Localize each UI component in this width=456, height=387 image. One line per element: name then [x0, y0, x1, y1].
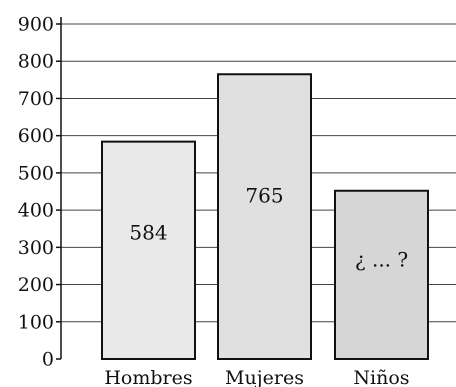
y-tick-label-900: 900	[18, 14, 54, 36]
y-tick-labels: 0 100 200 300 400 500 600 700 800 900	[18, 14, 54, 371]
bars	[101, 73, 429, 360]
bar-value-label-0: 584	[129, 220, 167, 244]
y-tick-label-500: 500	[18, 162, 54, 184]
bar-value-labels: 584 765 ¿ ... ?	[129, 183, 408, 271]
y-tick-label-100: 100	[18, 311, 54, 333]
y-tick-label-700: 700	[18, 88, 54, 110]
category-label-1: Mujeres	[225, 367, 304, 387]
y-tick-label-600: 600	[18, 125, 54, 147]
category-label-2: Niños	[353, 367, 409, 387]
bar-hombres	[101, 140, 196, 360]
y-tick-label-200: 200	[18, 274, 54, 296]
category-label-0: Hombres	[104, 367, 192, 387]
x-category-labels: Hombres Mujeres Niños	[104, 367, 409, 387]
bar-mujeres	[217, 73, 312, 360]
bar-niños	[334, 189, 429, 360]
bar-value-label-1: 765	[245, 183, 283, 207]
y-axis	[56, 17, 62, 360]
bar-value-label-2: ¿ ... ?	[355, 247, 408, 271]
y-tick-label-800: 800	[18, 51, 54, 73]
y-tick-label-0: 0	[42, 349, 54, 371]
y-tick-label-400: 400	[18, 200, 54, 222]
y-tick-label-300: 300	[18, 237, 54, 259]
